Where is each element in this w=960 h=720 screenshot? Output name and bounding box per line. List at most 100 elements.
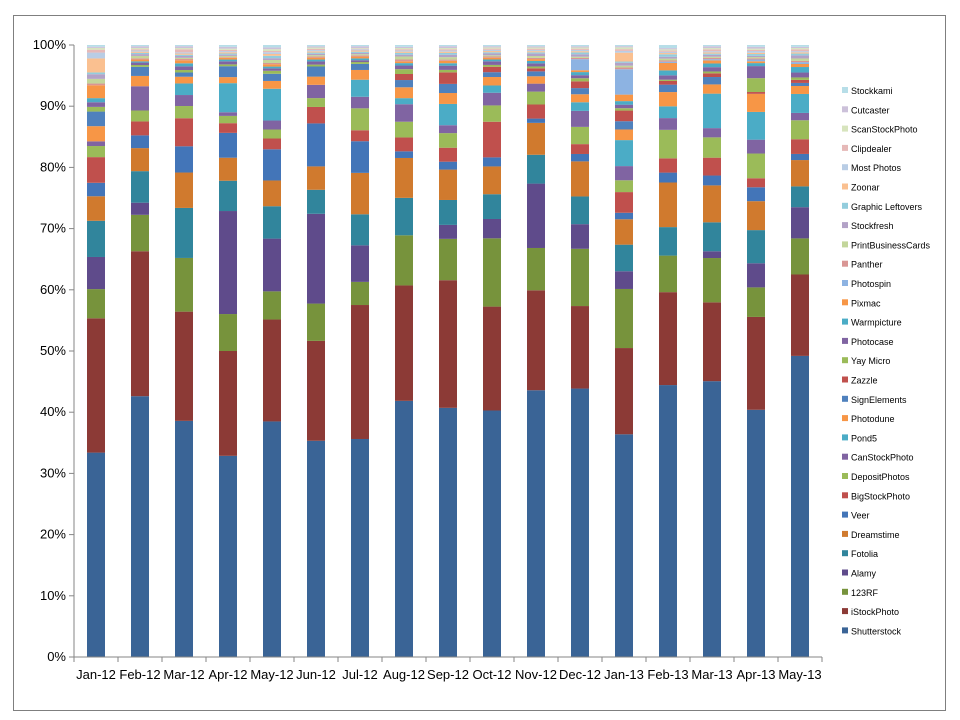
bar-segment xyxy=(351,60,369,63)
bar-segment xyxy=(439,280,457,408)
bar-segment xyxy=(131,58,149,60)
bar-segment xyxy=(527,118,545,123)
bar-segment xyxy=(351,45,369,47)
bar-segment xyxy=(747,263,765,288)
bar-segment xyxy=(219,180,237,212)
bar-segment xyxy=(703,49,721,52)
legend-label: CanStockPhoto xyxy=(851,453,914,463)
bar-segment xyxy=(571,46,589,48)
bar-segment xyxy=(483,48,501,50)
y-tick-label: 80% xyxy=(40,159,66,174)
bar-segment xyxy=(175,207,193,258)
bar-segment xyxy=(747,139,765,154)
legend-label: Photospin xyxy=(851,279,891,289)
bar-segment xyxy=(307,56,325,58)
chart-frame xyxy=(13,15,946,711)
bar-segment xyxy=(615,49,633,51)
bar-segment xyxy=(747,58,765,60)
bar-segment xyxy=(263,62,281,65)
bar-segment xyxy=(527,71,545,77)
bar-segment xyxy=(527,390,545,657)
bar-segment xyxy=(483,61,501,65)
legend-label: Stockfresh xyxy=(851,221,894,231)
bar-segment xyxy=(439,54,457,58)
y-tick-label: 100% xyxy=(33,37,67,52)
bar-segment xyxy=(351,130,369,142)
bar-segment xyxy=(571,59,589,71)
bar-segment xyxy=(791,93,809,113)
bar-segment xyxy=(571,81,589,89)
bar-segment xyxy=(791,46,809,49)
bar-segment xyxy=(175,66,193,71)
bar-segment xyxy=(307,123,325,167)
bar-segment xyxy=(791,79,809,83)
bar-segment xyxy=(659,158,677,173)
bar-segment xyxy=(219,53,237,55)
bar-segment xyxy=(659,255,677,293)
bar-segment xyxy=(175,53,193,55)
bar-segment xyxy=(571,51,589,53)
bar-segment xyxy=(219,351,237,456)
bar-segment xyxy=(395,151,413,158)
bar-segment xyxy=(483,218,501,239)
bar-segment xyxy=(791,82,809,86)
bar-segment xyxy=(483,52,501,54)
bar-segment xyxy=(395,69,413,74)
bar-segment xyxy=(659,53,677,55)
bar-segment xyxy=(747,153,765,179)
bar-segment xyxy=(439,59,457,61)
bar-segment xyxy=(615,52,633,62)
bar-segment xyxy=(263,238,281,292)
bar-segment xyxy=(615,192,633,213)
bar-segment xyxy=(527,68,545,72)
bar-segment xyxy=(87,182,105,197)
bar-segment xyxy=(439,45,457,47)
bar-segment xyxy=(439,93,457,104)
bar-segment xyxy=(483,105,501,122)
legend-swatch xyxy=(842,337,848,344)
bar-segment xyxy=(395,45,413,47)
legend-swatch xyxy=(842,395,848,402)
bar-segment xyxy=(351,63,369,70)
x-tick-label: Jan-12 xyxy=(76,667,116,682)
bar-segment xyxy=(659,49,677,51)
bar-segment xyxy=(527,47,545,49)
bar-segment xyxy=(175,172,193,208)
bar-segment xyxy=(483,55,501,57)
bar-segment xyxy=(703,157,721,176)
legend-swatch xyxy=(842,550,848,557)
bar-segment xyxy=(307,340,325,441)
bar-segment xyxy=(351,50,369,52)
bar-segment xyxy=(131,75,149,87)
bar-segment xyxy=(615,67,633,70)
bar-segment xyxy=(351,438,369,657)
legend-label: Yay Micro xyxy=(851,356,890,366)
bar-segment xyxy=(219,54,237,56)
legend-label: ScanStockPhoto xyxy=(851,125,918,135)
bar-segment xyxy=(659,84,677,93)
bar-segment xyxy=(263,47,281,50)
bar-segment xyxy=(351,281,369,306)
legend-swatch xyxy=(842,125,848,132)
bar-segment xyxy=(307,45,325,47)
bar-segment xyxy=(615,166,633,181)
bar-segment xyxy=(263,138,281,150)
bar-segment xyxy=(527,122,545,155)
bar-segment xyxy=(483,66,501,73)
bar-segment xyxy=(175,49,193,53)
legend-label: Cutcaster xyxy=(851,105,890,115)
bar-segment xyxy=(483,49,501,52)
bar-segment xyxy=(395,87,413,99)
bar-segment xyxy=(527,104,545,119)
bar-segment xyxy=(87,46,105,48)
bar-segment xyxy=(175,106,193,119)
bar-segment xyxy=(571,144,589,154)
bar-segment xyxy=(175,60,193,64)
bar-segment xyxy=(351,245,369,282)
bar-segment xyxy=(307,48,325,51)
y-tick-label: 60% xyxy=(40,282,66,297)
bar-segment xyxy=(87,111,105,127)
bar-segment xyxy=(175,48,193,50)
legend-swatch xyxy=(842,376,848,383)
legend-label: Alamy xyxy=(851,569,877,579)
